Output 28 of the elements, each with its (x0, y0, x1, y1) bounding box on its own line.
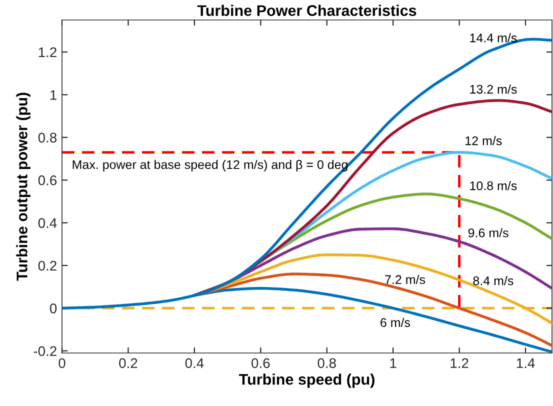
chart-title: Turbine Power Characteristics (197, 4, 416, 16)
x-tick-label: 0 (58, 358, 66, 368)
series-label: 8.4 m/s (473, 276, 514, 286)
y-tick-label: 0.4 (38, 218, 57, 228)
series-label: 12 m/s (466, 136, 502, 146)
series-label: 9.6 m/s (468, 228, 508, 238)
y-tick-label: 0 (50, 304, 57, 314)
series-label: 7.2 m/s (385, 274, 426, 284)
series-label: 6 m/s (380, 318, 410, 328)
x-axis-title: Turbine speed (pu) (238, 374, 374, 388)
x-tick-label: 1.4 (516, 358, 535, 368)
y-tick-label: 1.2 (38, 47, 56, 58)
x-tick-label: 1 (390, 358, 396, 368)
y-tick-label: 0.6 (38, 175, 57, 186)
annotation: Max. power at base speed (12 m/s) and β = 0 deg (72, 160, 348, 172)
series-label: 10.8 m/s (470, 181, 517, 190)
y-tick-label: 0.2 (38, 260, 56, 271)
series-label: 13.2 m/s (470, 84, 517, 94)
y-tick-label: 0.8 (38, 132, 57, 143)
x-tick-label: 0.8 (318, 358, 336, 368)
x-tick-label: 0.4 (185, 358, 204, 368)
x-tick-label: 0.6 (252, 358, 270, 368)
x-tick-label: 1.2 (450, 358, 468, 368)
y-axis-title: Turbine output power (pu) (16, 92, 30, 281)
x-tick-label: 0.2 (119, 358, 138, 368)
y-tick-label: -0.2 (34, 346, 56, 356)
series-label: 14.4 m/s (470, 33, 517, 42)
y-tick-label: 1 (50, 90, 56, 100)
